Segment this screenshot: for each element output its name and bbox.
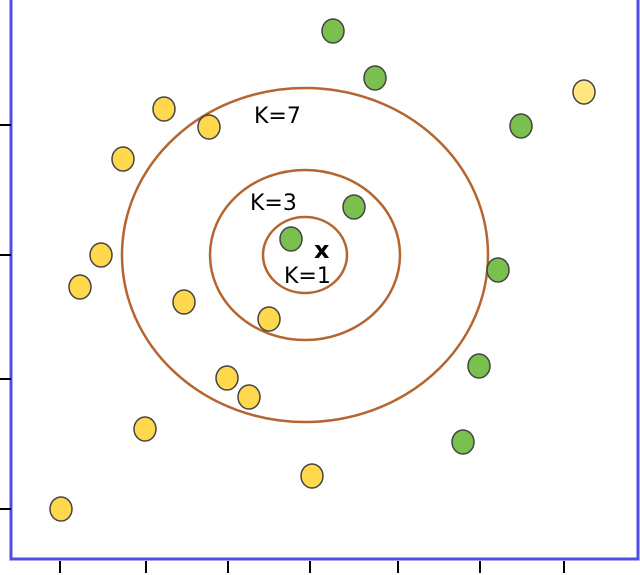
ring-label-k3: K=3 — [250, 191, 297, 216]
ring-label-k1: K=1 — [284, 264, 331, 289]
point-class-b — [342, 194, 366, 220]
point-class-a — [152, 96, 176, 122]
ring-label-k7: K=7 — [254, 104, 301, 129]
point-class-b — [509, 113, 533, 139]
point-class-b — [279, 226, 303, 252]
point-class-a — [300, 463, 324, 489]
point-class-a — [111, 146, 135, 172]
point-class-a — [49, 496, 73, 522]
point-class-b — [451, 429, 475, 455]
point-class-a — [257, 306, 281, 332]
plot-frame — [9, 0, 640, 561]
ring-k3 — [208, 168, 402, 342]
point-class-a — [215, 365, 239, 391]
query-point-label: x — [314, 236, 330, 264]
point-class-b — [486, 257, 510, 283]
point-class-a — [237, 384, 261, 410]
point-class-a — [172, 289, 196, 315]
class-a-points — [49, 96, 324, 522]
point-class-b — [321, 18, 345, 44]
point-class-a — [197, 114, 221, 140]
point-class-a — [68, 274, 92, 300]
ring-k7 — [120, 86, 490, 424]
point-class-b — [363, 65, 387, 91]
point-class-a — [89, 242, 113, 268]
point-class-a — [133, 416, 157, 442]
point-class-a-highlight — [572, 79, 596, 105]
point-class-b — [467, 353, 491, 379]
axis-ticks — [0, 124, 565, 573]
class-b-points — [279, 18, 533, 455]
ring-k1 — [261, 215, 349, 295]
